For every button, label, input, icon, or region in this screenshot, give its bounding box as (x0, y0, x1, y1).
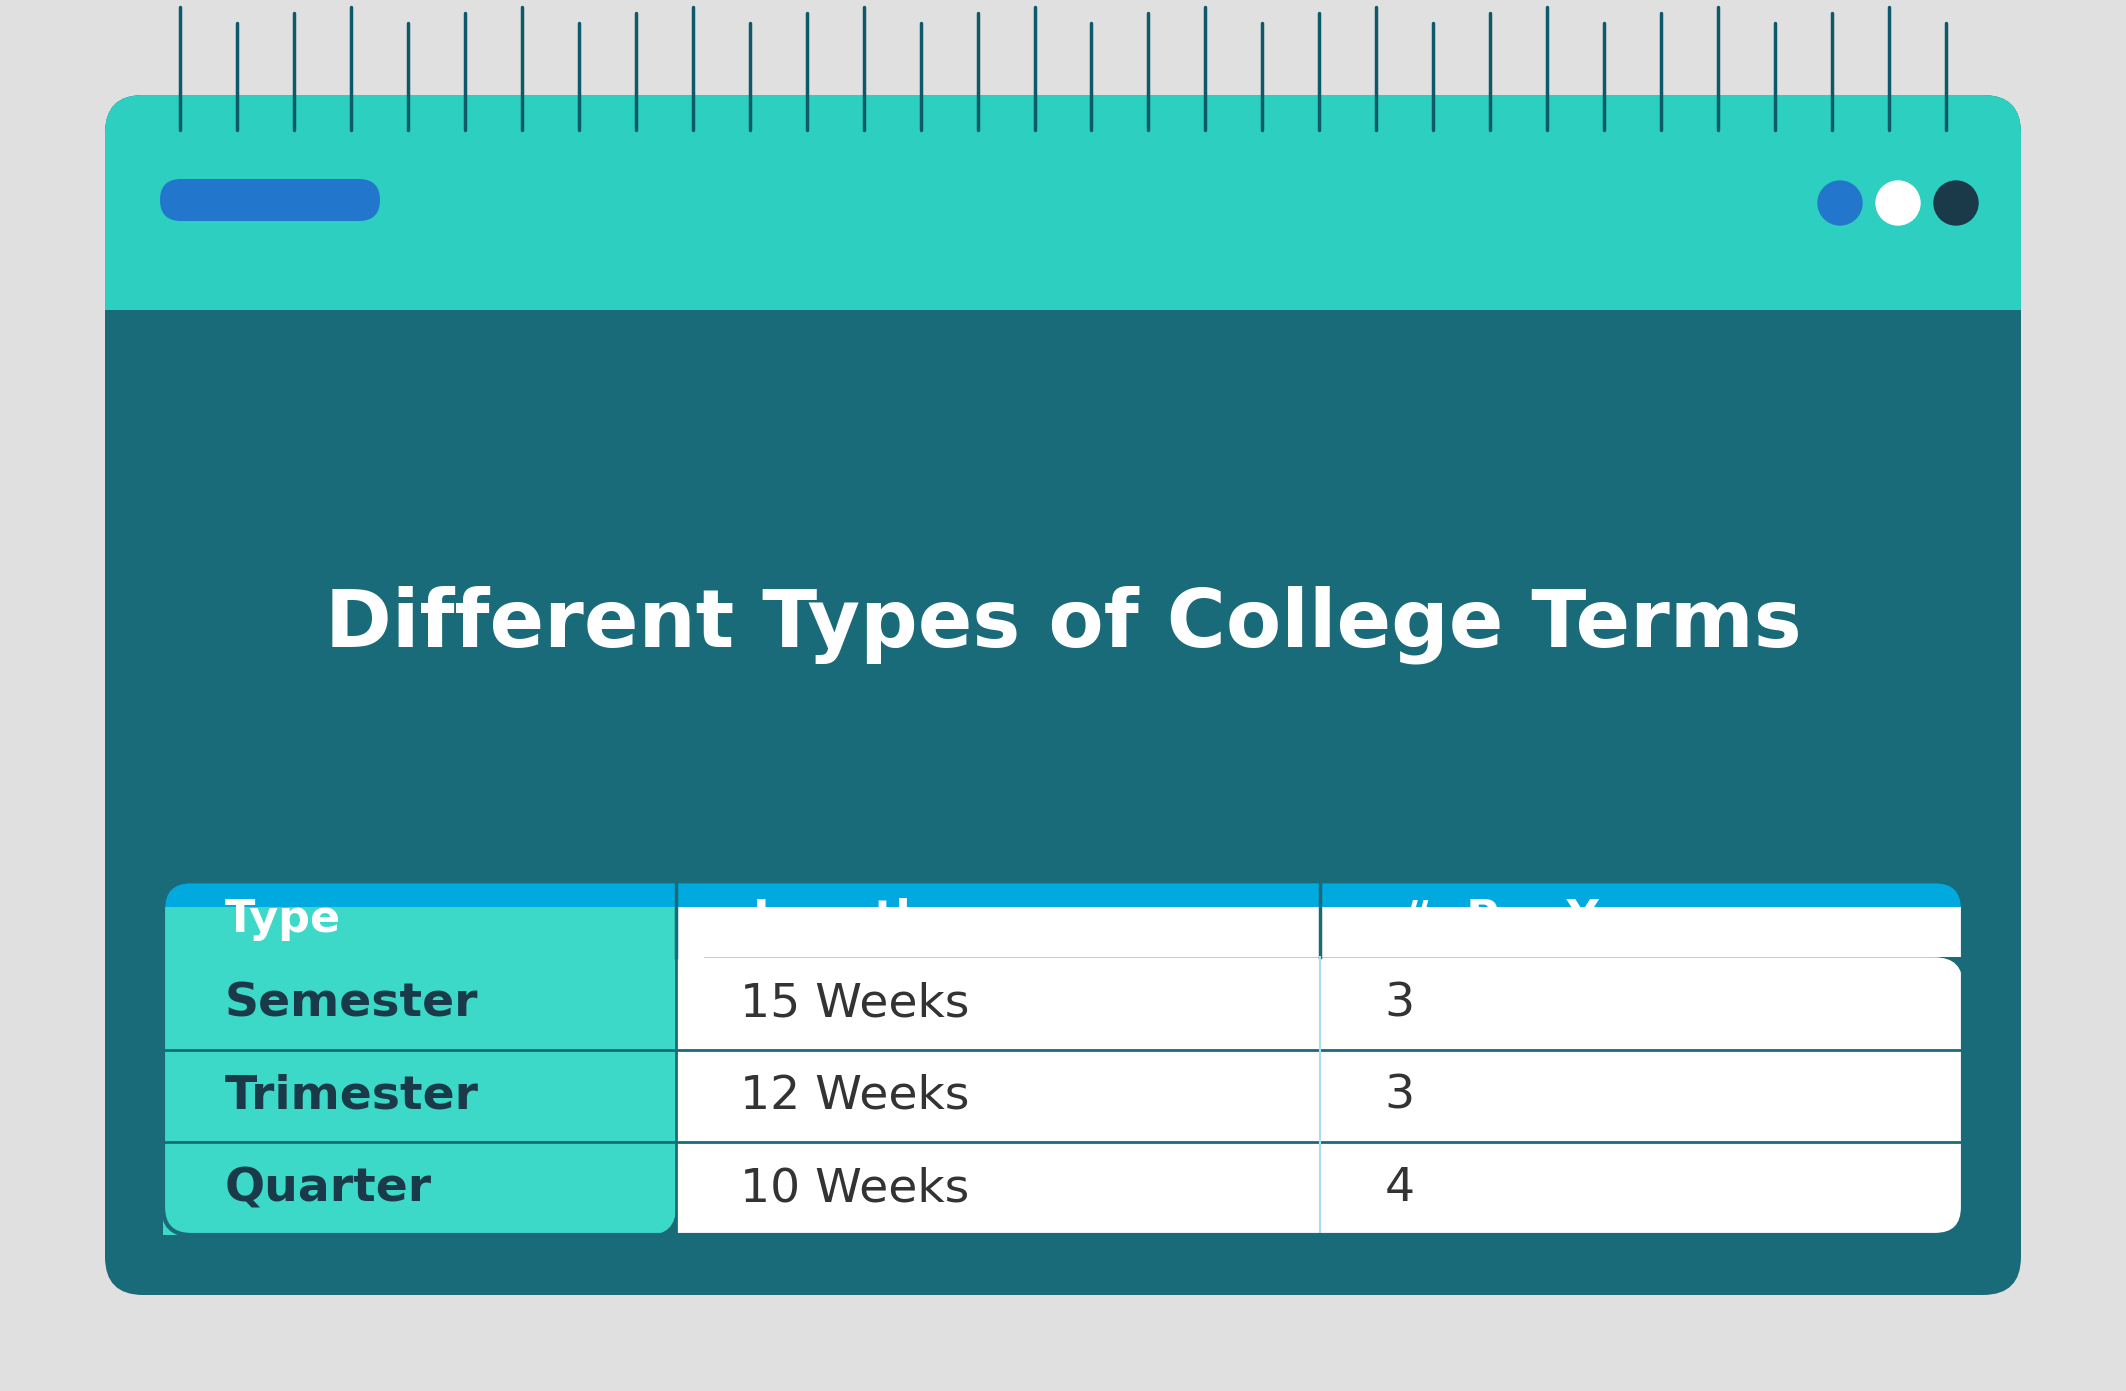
Circle shape (1935, 181, 1977, 225)
Text: 4: 4 (1384, 1166, 1414, 1212)
Bar (164, 957, 648, 1235)
Text: #  Per Year: # Per Year (1397, 897, 1675, 940)
Circle shape (1818, 181, 1862, 225)
Text: Trimester: Trimester (225, 1074, 478, 1118)
Text: 10 Weeks: 10 Weeks (740, 1166, 969, 1212)
FancyBboxPatch shape (104, 95, 2022, 310)
FancyBboxPatch shape (164, 957, 676, 1235)
Bar (164, 907, 676, 957)
Bar (676, 907, 1962, 957)
Text: Type: Type (225, 897, 340, 940)
Circle shape (1875, 181, 1920, 225)
FancyBboxPatch shape (159, 179, 381, 221)
Text: 12 Weeks: 12 Weeks (740, 1074, 969, 1118)
Text: 15 Weeks: 15 Weeks (740, 981, 969, 1027)
FancyBboxPatch shape (676, 957, 1962, 1235)
Text: Different Types of College Terms: Different Types of College Terms (325, 586, 1801, 665)
Bar (104, 203, 2022, 310)
Text: Quarter: Quarter (225, 1166, 432, 1212)
Bar (164, 957, 676, 999)
Bar (676, 957, 704, 1235)
Text: Semester: Semester (225, 981, 478, 1027)
Text: Length: Length (753, 897, 929, 940)
FancyBboxPatch shape (164, 882, 1962, 957)
Text: 3: 3 (1384, 981, 1414, 1027)
FancyBboxPatch shape (104, 95, 2022, 1295)
Text: 3: 3 (1384, 1074, 1414, 1118)
Bar (164, 919, 1962, 957)
